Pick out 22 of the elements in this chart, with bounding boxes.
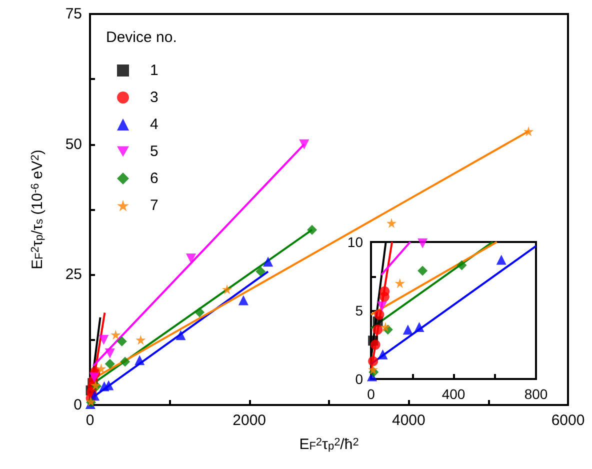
legend-label: 5 xyxy=(150,143,158,160)
x-tick-label: 4000 xyxy=(392,412,426,429)
legend-title: Device no. xyxy=(106,29,177,46)
x-tick-label: 0 xyxy=(86,412,94,429)
y-tick-label: 0 xyxy=(74,396,82,414)
x-tick-label: 800 xyxy=(524,386,548,402)
y-tick-label: 5 xyxy=(355,302,364,318)
y-tick-label: 10 xyxy=(347,234,364,250)
y-tick-label: 75 xyxy=(65,6,82,22)
legend-label: 4 xyxy=(150,116,158,133)
x-tick-label: 6000 xyxy=(551,412,585,429)
legend-label: 7 xyxy=(150,197,158,214)
y-tick-label: 0 xyxy=(355,371,364,387)
y-tick-label: 50 xyxy=(65,136,82,153)
x-tick-label: 2000 xyxy=(232,412,266,429)
x-tick-label: 0 xyxy=(367,386,376,402)
text: EF2τp/τs (10-6 eV2) xyxy=(29,150,46,270)
x-tick-label: 400 xyxy=(442,386,466,402)
legend-label: 6 xyxy=(150,170,158,187)
y-tick-label: 25 xyxy=(65,266,82,284)
legend-label: 3 xyxy=(150,89,158,106)
legend-label: 1 xyxy=(150,62,158,79)
